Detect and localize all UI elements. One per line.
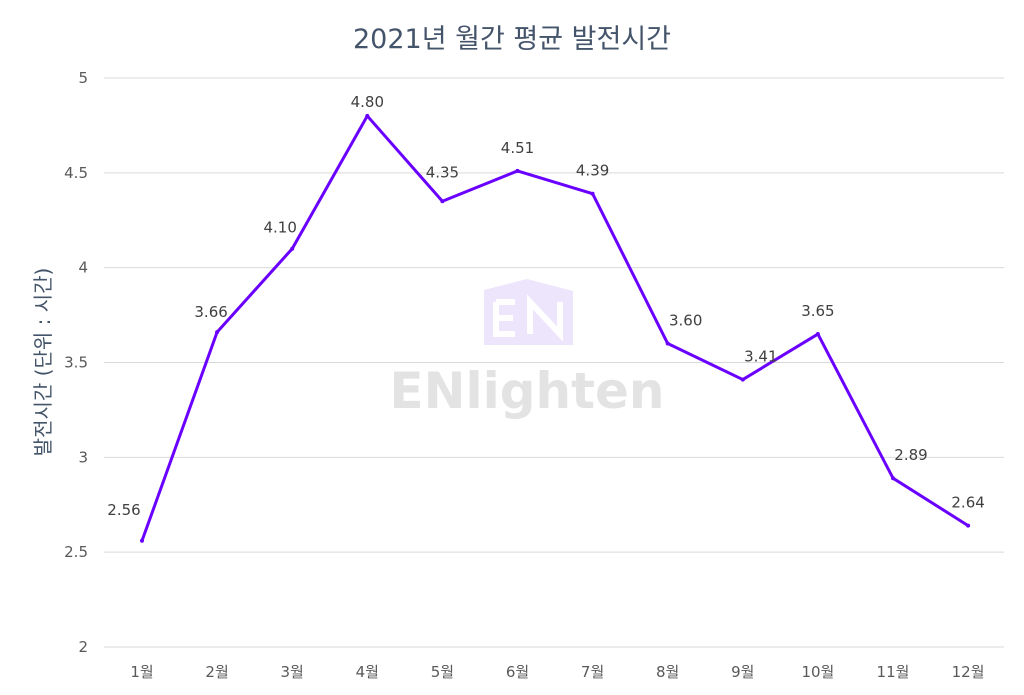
x-tick-label: 1월: [130, 663, 153, 681]
y-tick-label: 2: [78, 638, 88, 656]
x-tick-label: 6월: [506, 663, 529, 681]
data-label: 2.64: [951, 494, 984, 512]
data-point: [515, 168, 520, 173]
x-axis-ticks: 1월 2월 3월 4월 5월 6월 7월 8월 9월 10월 11월 12월: [130, 663, 984, 681]
y-tick-label: 4.5: [64, 164, 88, 182]
x-tick-label: 7월: [581, 663, 604, 681]
data-labels: 2.56 3.66 4.10 4.80 4.35 4.51 4.39 3.60 3.41 3.65…: [107, 93, 985, 519]
data-label: 4.10: [263, 219, 296, 237]
x-tick-label: 8월: [656, 663, 679, 681]
series-layer: [140, 113, 971, 543]
data-point: [665, 341, 670, 346]
data-label: 3.65: [801, 302, 834, 320]
data-point: [290, 246, 295, 251]
watermark: ENlighten: [389, 279, 665, 420]
x-tick-label: 9월: [731, 663, 754, 681]
series-line: [140, 114, 970, 543]
y-tick-label: 4: [78, 259, 88, 277]
enlighten-logo-icon: [484, 279, 573, 345]
data-label: 4.51: [501, 139, 534, 157]
data-point: [891, 476, 895, 481]
data-label: 3.60: [669, 312, 702, 330]
y-tick-label: 5: [78, 69, 88, 87]
x-tick-label: 2월: [205, 663, 228, 681]
data-point: [140, 538, 144, 543]
x-tick-label: 10월: [801, 663, 834, 681]
x-tick-label: 3월: [281, 663, 304, 681]
y-tick-label: 2.5: [64, 543, 88, 561]
data-point: [440, 199, 445, 204]
chart-title: 2021년 월간 평균 발전시간: [353, 24, 671, 55]
data-label: 2.56: [107, 501, 140, 519]
data-label: 2.89: [894, 446, 927, 464]
y-tick-label: 3: [78, 448, 88, 466]
x-tick-label: 5월: [431, 663, 454, 681]
data-label: 4.80: [351, 93, 384, 111]
data-point: [590, 191, 595, 196]
data-point: [365, 113, 370, 118]
watermark-text: ENlighten: [389, 362, 664, 420]
data-point: [815, 332, 820, 337]
data-label: 4.35: [426, 163, 459, 181]
x-tick-label: 11월: [877, 663, 910, 681]
gridlines: [104, 77, 1004, 648]
data-point: [966, 523, 971, 528]
data-point: [740, 377, 745, 382]
x-tick-label: 4월: [356, 663, 379, 681]
y-axis-ticks: 2 2.5 3 3.5 4 4.5 5: [64, 69, 88, 656]
x-tick-label: 12월: [952, 663, 985, 681]
y-tick-label: 3.5: [64, 354, 88, 372]
data-label: 3.66: [194, 303, 227, 321]
data-label: 3.41: [744, 348, 777, 366]
data-label: 4.39: [576, 162, 609, 180]
data-point: [215, 330, 220, 335]
y-axis-label: 발전시간 (단위 : 시간): [31, 268, 55, 457]
